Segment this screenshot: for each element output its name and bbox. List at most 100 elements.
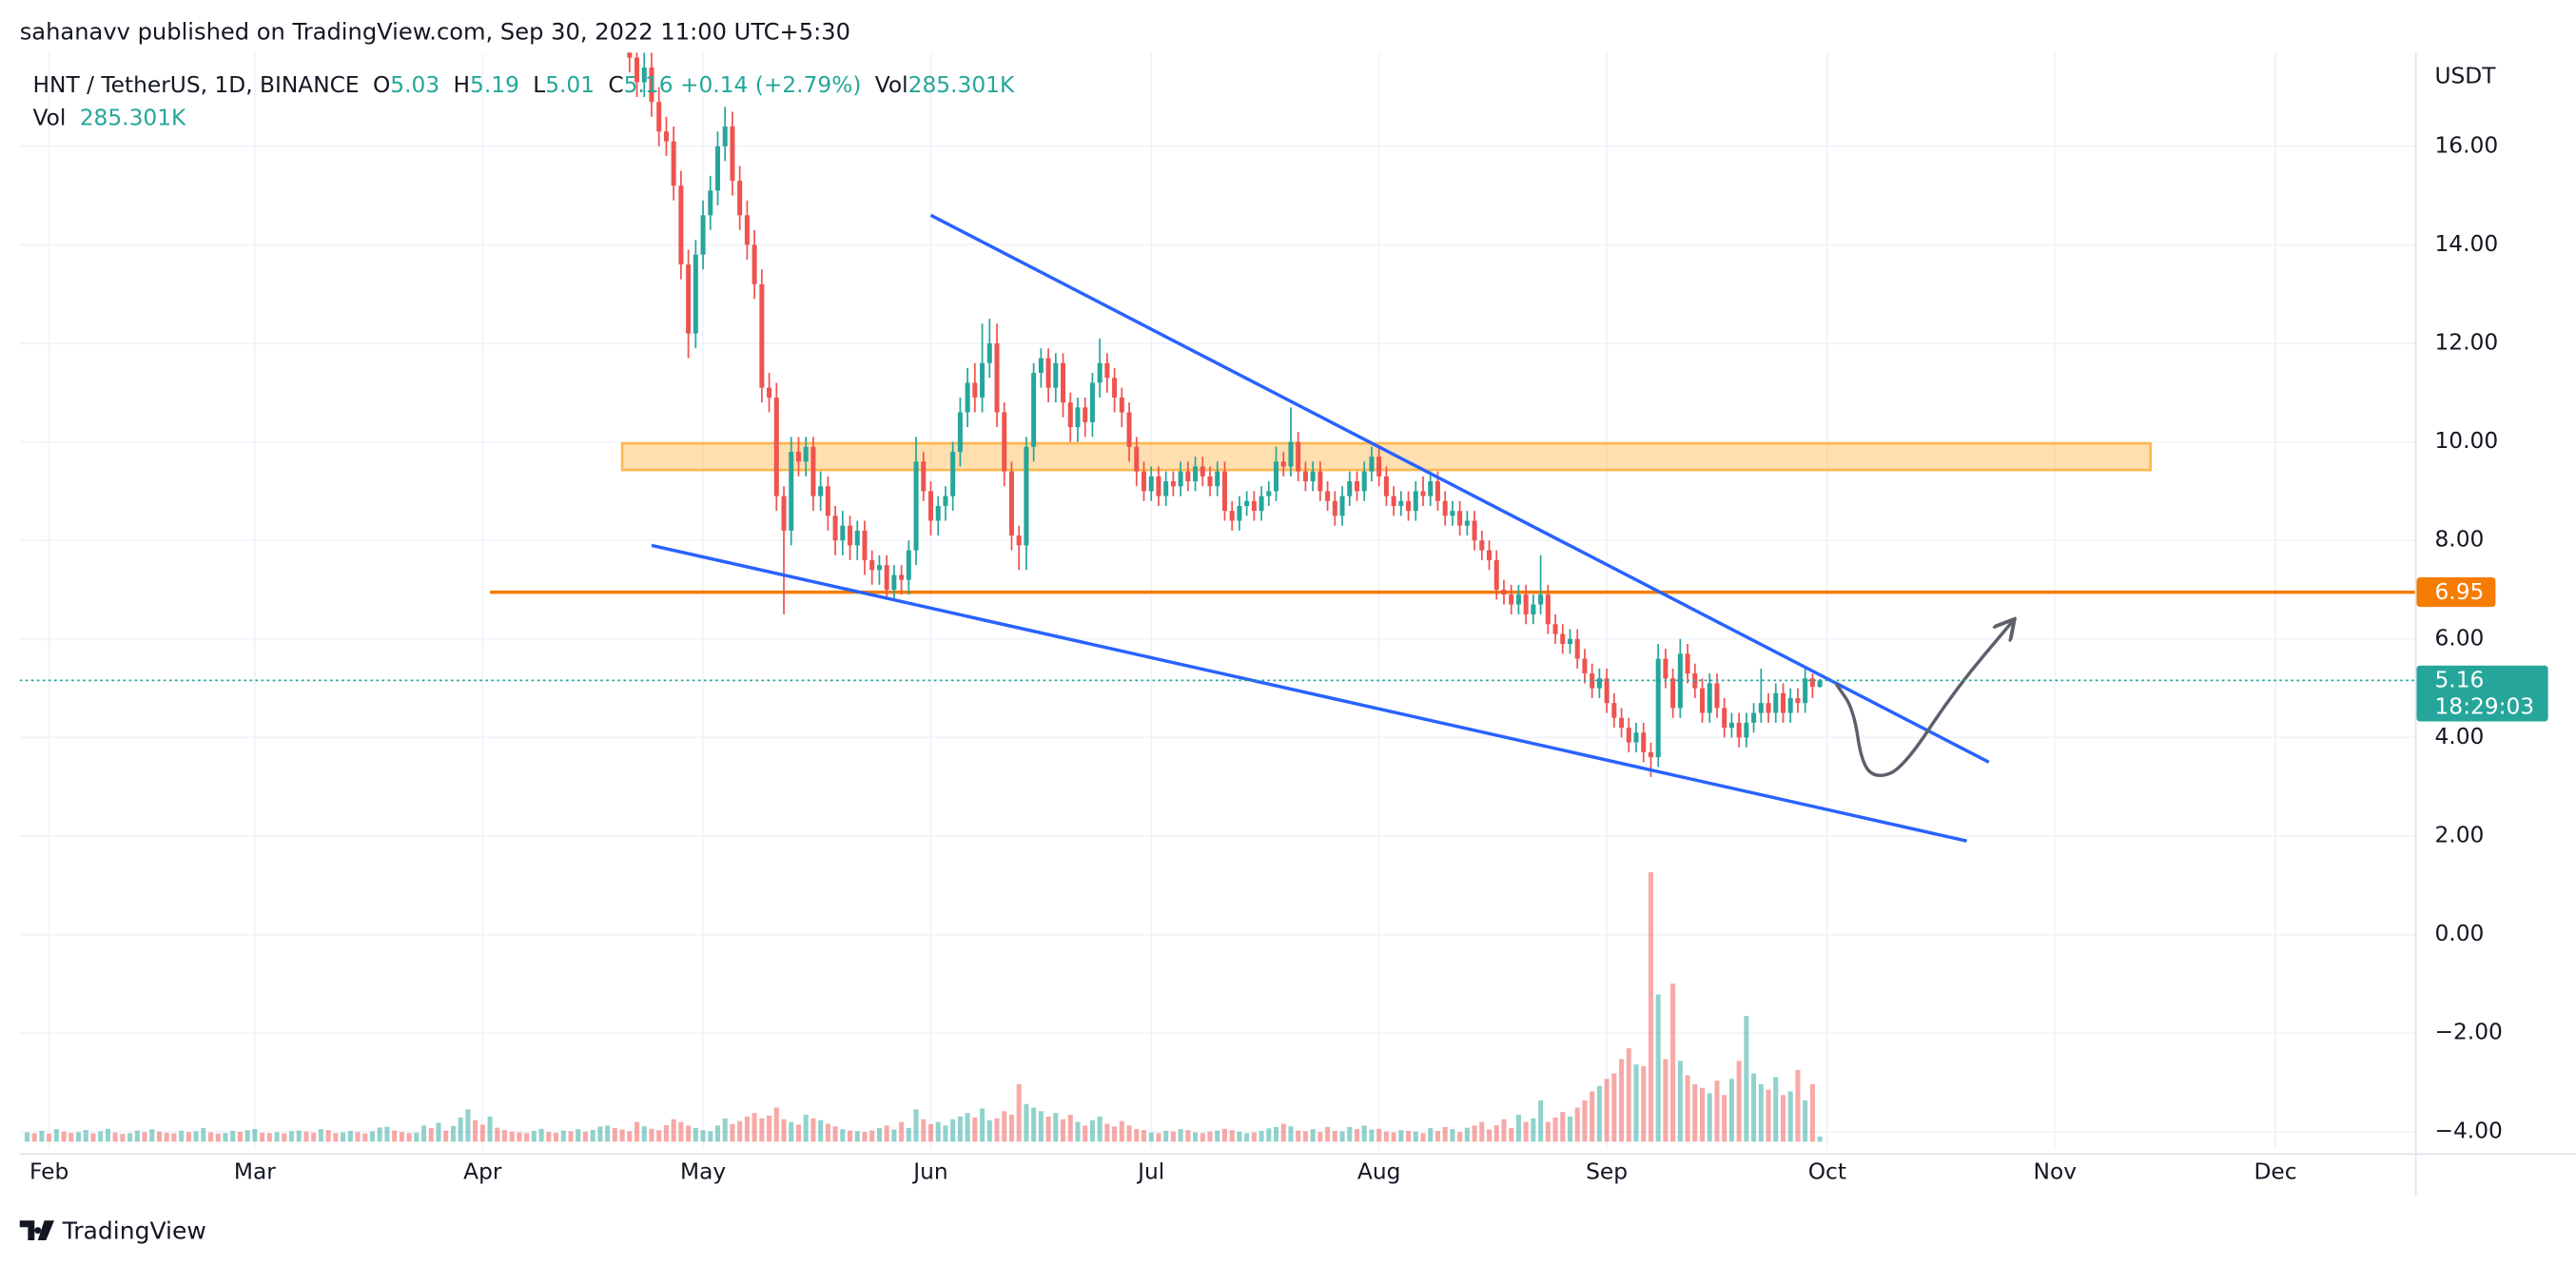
volume-bar (1178, 1129, 1183, 1142)
volume-bar (1266, 1128, 1272, 1142)
legend-label: H (453, 71, 470, 97)
volume-bar (627, 1131, 633, 1142)
volume-bar (392, 1130, 398, 1142)
candle-body (884, 565, 889, 591)
axes: −4.00 −2.00 0.00 2.00 4.00 6.00 8.00 10.00 12.00… (29, 132, 2548, 1185)
volume-bar (560, 1130, 566, 1142)
volume-bar (1038, 1111, 1044, 1142)
volume-bar (185, 1132, 191, 1142)
volume-bar (597, 1126, 603, 1142)
candle-body (1332, 500, 1337, 516)
candle-body (1024, 446, 1029, 546)
candle-body (1134, 446, 1140, 472)
candle-body (1523, 594, 1529, 614)
last-price-box (2416, 665, 2548, 722)
candle-body (950, 451, 956, 496)
brand-logo: TradingView (19, 1216, 206, 1244)
x-tick-label: Feb (29, 1159, 68, 1185)
volume-bar (773, 1107, 779, 1142)
volume-bar (737, 1120, 743, 1142)
volume-bar (406, 1133, 412, 1142)
volume-bar (1141, 1130, 1147, 1142)
volume-bar (1200, 1133, 1205, 1142)
candle-body (1531, 604, 1536, 614)
volume-bar (656, 1130, 662, 1142)
candle-body (1097, 362, 1103, 383)
volume-bar (840, 1129, 846, 1142)
candle-body (1126, 412, 1132, 447)
y-tick-label: −4.00 (2434, 1118, 2502, 1143)
volume-bar (1339, 1131, 1345, 1142)
volume-bar (208, 1132, 214, 1142)
volume-bar (554, 1132, 559, 1142)
volume-bar (1751, 1073, 1757, 1142)
volume-bar (473, 1119, 478, 1142)
volume-bar (134, 1130, 140, 1142)
volume-bar (1089, 1119, 1095, 1142)
candle-body (1148, 476, 1154, 492)
volume-bar (1744, 1016, 1749, 1142)
volume-bar (325, 1130, 331, 1142)
volume-bar (795, 1124, 801, 1142)
volume-bar (965, 1113, 970, 1142)
candle-body (1707, 683, 1712, 713)
candle-body (700, 215, 706, 255)
volume-bar (708, 1131, 713, 1142)
candle-body (1744, 722, 1749, 738)
volume-bar (1031, 1107, 1037, 1142)
volume-bar (1487, 1129, 1493, 1142)
legend-value: 5.16 (624, 71, 673, 97)
volume-bar (1067, 1115, 1073, 1142)
candle-body (1061, 362, 1066, 403)
volume-bar (1780, 1095, 1786, 1142)
volume-bar (862, 1132, 868, 1142)
volume-bar (179, 1130, 185, 1142)
candle-body (1487, 550, 1493, 560)
volume-bar (1024, 1103, 1029, 1142)
candle-body (663, 131, 669, 142)
candle-body (634, 57, 640, 83)
candle-body (1406, 500, 1412, 512)
candle-body (1464, 520, 1470, 526)
level-price-box (2416, 577, 2496, 608)
candle-body (1369, 457, 1375, 472)
volume-bar (1288, 1126, 1294, 1142)
candle-body (1780, 692, 1786, 713)
volume-bar (767, 1115, 772, 1142)
candle-body (1339, 496, 1345, 516)
volume-bar (1215, 1130, 1220, 1142)
x-tick-label: May (680, 1159, 726, 1185)
candle-body (1266, 491, 1272, 496)
x-tick-label: Mar (234, 1159, 276, 1185)
candle-body (1457, 511, 1463, 526)
volume-bar (1442, 1126, 1448, 1142)
volume-bar (1016, 1083, 1022, 1142)
candle-body (1163, 481, 1169, 496)
volume-bar (1207, 1131, 1213, 1142)
legend-label: L (533, 71, 545, 97)
volume-bar (479, 1124, 485, 1142)
volume-bar (458, 1117, 463, 1142)
volume-bar (61, 1131, 67, 1142)
volume-bar (1148, 1132, 1154, 1142)
candle-body (1633, 732, 1639, 743)
volume-bar (1428, 1128, 1434, 1142)
sketch-arrow (1835, 621, 2013, 778)
volume-bar (751, 1113, 757, 1142)
candle-body (1758, 703, 1764, 713)
candle-body (795, 451, 801, 462)
candle-body (1178, 471, 1183, 487)
publish-header: sahanavv published on TradingView.com, S… (20, 19, 850, 46)
candle-body (825, 486, 830, 516)
volume-bar (1567, 1116, 1572, 1142)
volume-bar (47, 1133, 52, 1142)
volume-bar (487, 1116, 493, 1142)
volume-bar (1493, 1125, 1499, 1142)
candle-body (1156, 476, 1161, 496)
volume-bar (289, 1131, 295, 1142)
candle-body (848, 525, 853, 546)
candle-body (737, 181, 743, 216)
volume-bar (112, 1132, 118, 1142)
candle-body (1207, 476, 1213, 487)
volume-bar (700, 1130, 706, 1142)
